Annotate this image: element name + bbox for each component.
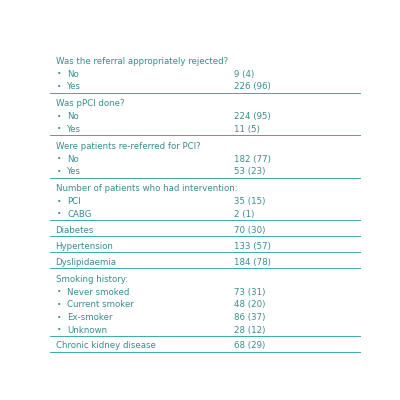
Text: Never smoked: Never smoked bbox=[67, 288, 130, 297]
Text: Yes: Yes bbox=[67, 167, 81, 176]
Text: •: • bbox=[57, 327, 62, 333]
Text: No: No bbox=[67, 112, 79, 121]
Text: Current smoker: Current smoker bbox=[67, 300, 134, 310]
Text: •: • bbox=[57, 156, 62, 162]
Text: Diabetes: Diabetes bbox=[56, 226, 94, 234]
Text: No: No bbox=[67, 155, 79, 164]
Text: 35 (15): 35 (15) bbox=[234, 197, 266, 206]
Text: •: • bbox=[57, 126, 62, 132]
Text: 2 (1): 2 (1) bbox=[234, 210, 255, 219]
Text: •: • bbox=[57, 211, 62, 217]
Text: •: • bbox=[57, 71, 62, 77]
Text: 48 (20): 48 (20) bbox=[234, 300, 266, 310]
Text: Ex-smoker: Ex-smoker bbox=[67, 313, 112, 322]
Text: 68 (29): 68 (29) bbox=[234, 341, 266, 350]
Text: 28 (12): 28 (12) bbox=[234, 326, 266, 335]
Text: 11 (5): 11 (5) bbox=[234, 125, 260, 134]
Text: Chronic kidney disease: Chronic kidney disease bbox=[56, 341, 156, 350]
Text: •: • bbox=[57, 169, 62, 175]
Text: 53 (23): 53 (23) bbox=[234, 167, 266, 176]
Text: •: • bbox=[57, 314, 62, 320]
Text: •: • bbox=[57, 84, 62, 90]
Text: Unknown: Unknown bbox=[67, 326, 107, 335]
Text: Smoking history:: Smoking history: bbox=[56, 275, 128, 284]
Text: CABG: CABG bbox=[67, 210, 92, 219]
Text: Yes: Yes bbox=[67, 125, 81, 134]
Text: •: • bbox=[57, 114, 62, 120]
Text: 182 (77): 182 (77) bbox=[234, 155, 271, 164]
Text: •: • bbox=[57, 302, 62, 308]
Text: No: No bbox=[67, 70, 79, 79]
Text: Was pPCI done?: Was pPCI done? bbox=[56, 99, 124, 108]
Text: Hypertension: Hypertension bbox=[56, 242, 114, 250]
Text: 226 (96): 226 (96) bbox=[234, 82, 271, 91]
Text: 224 (95): 224 (95) bbox=[234, 112, 271, 121]
Text: Was the referral appropriately rejected?: Was the referral appropriately rejected? bbox=[56, 57, 228, 66]
Text: 133 (57): 133 (57) bbox=[234, 242, 271, 250]
Text: 73 (31): 73 (31) bbox=[234, 288, 266, 297]
Text: 9 (4): 9 (4) bbox=[234, 70, 255, 79]
Text: 86 (37): 86 (37) bbox=[234, 313, 266, 322]
Text: 184 (78): 184 (78) bbox=[234, 258, 271, 267]
Text: 70 (30): 70 (30) bbox=[234, 226, 266, 234]
Text: •: • bbox=[57, 199, 62, 205]
Text: Yes: Yes bbox=[67, 82, 81, 91]
Text: PCI: PCI bbox=[67, 197, 81, 206]
Text: •: • bbox=[57, 290, 62, 296]
Text: Number of patients who had intervention:: Number of patients who had intervention: bbox=[56, 184, 237, 193]
Text: Were patients re-referred for PCI?: Were patients re-referred for PCI? bbox=[56, 142, 200, 151]
Text: Dyslipidaemia: Dyslipidaemia bbox=[56, 258, 116, 267]
